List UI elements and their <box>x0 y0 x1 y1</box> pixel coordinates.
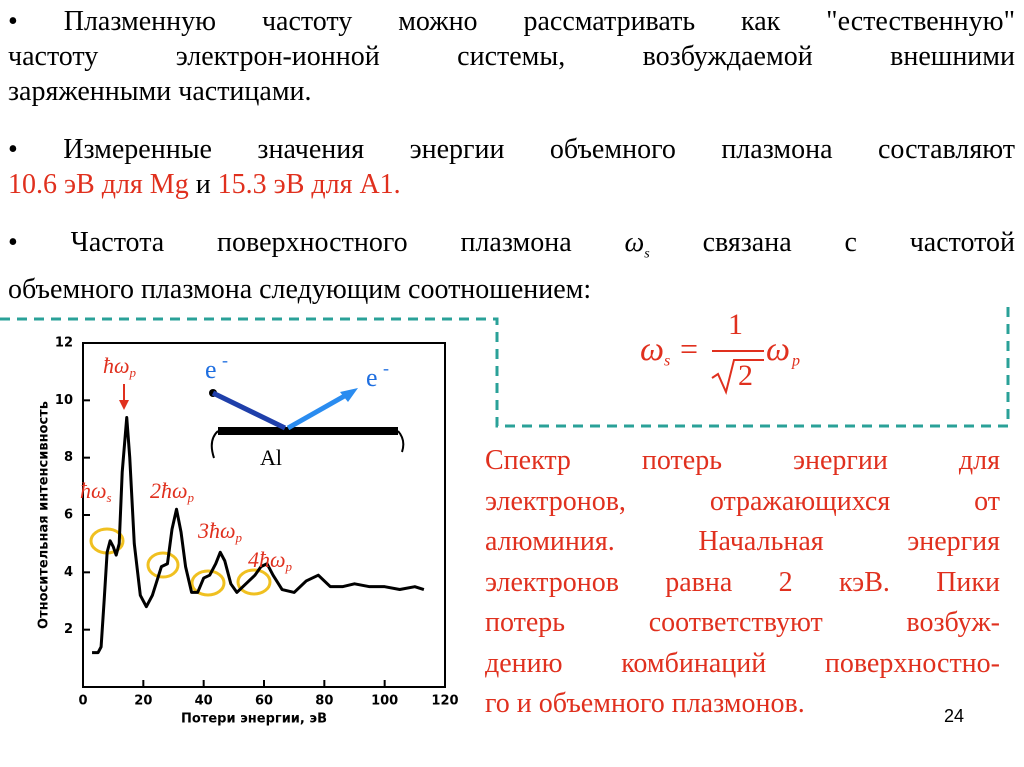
plot-frame <box>82 342 446 688</box>
sqrt-sign <box>711 359 764 396</box>
value-al: 15.3 эВ для A1. <box>217 169 401 200</box>
electron-label: e <box>366 363 378 392</box>
inset: e - e - Al <box>205 350 405 470</box>
bullet-3: • Частота поверхностного плазмона ωs свя… <box>8 225 1015 307</box>
y-tick-label: 8 <box>64 450 73 465</box>
peak-label-sub: p <box>129 365 137 380</box>
peak-label: ħωp <box>103 353 137 380</box>
symbol: ωs <box>624 227 649 262</box>
text: • Частота поверхностного плазмона <box>8 227 572 258</box>
formula-eq: = <box>680 330 698 366</box>
peak-arrow-head <box>119 400 129 410</box>
y-tick-label: 4 <box>64 565 73 580</box>
peak-label-sub: p <box>235 530 243 545</box>
peak-label-sub: p <box>187 490 195 505</box>
text: и <box>195 169 211 200</box>
peak-label: ħωs <box>80 478 112 505</box>
formula: ω s = 1 2 ω p <box>640 308 800 396</box>
formula-radicand: 2 <box>738 359 753 392</box>
x-tick-label: 20 <box>134 694 152 709</box>
text-line: потерь соответствуют возбуж- <box>485 607 1000 638</box>
peak-label-main: 3ħω <box>197 518 236 543</box>
peak-label-sub: s <box>107 490 112 505</box>
y-tick-label: 10 <box>55 393 73 408</box>
bullet-2: • Измеренные значения энергии объемного … <box>8 132 1015 202</box>
text-line: электронов равна 2 кэВ. Пики <box>485 566 1000 598</box>
incoming-beam <box>211 390 287 431</box>
text: связана с частотой <box>702 227 1016 258</box>
text-line: • Плазменную частоту можно рассматривать… <box>8 6 1015 37</box>
value-mg: 10.6 эВ для Mg <box>8 169 189 200</box>
plate <box>218 427 398 435</box>
formula-rhs: ω <box>766 331 790 368</box>
x-tick-label: 100 <box>371 694 398 709</box>
bullet-1: • Плазменную частоту можно рассматривать… <box>8 4 1015 109</box>
formula-numerator: 1 <box>728 308 743 341</box>
page-number: 24 <box>944 706 965 726</box>
formula-lhs: ω <box>640 331 664 368</box>
text-line: го и объемного плазмонов. <box>485 688 805 719</box>
y-axis-label: Относительная интенсивность <box>37 401 52 629</box>
text-line: алюминия. Начальная энергия <box>485 526 1000 557</box>
y-tick-label: 12 <box>55 336 73 351</box>
x-tick-label: 60 <box>255 694 273 709</box>
y-tick-label: 6 <box>64 508 73 523</box>
highlight <box>236 568 272 596</box>
x-axis-label: Потери энергии, эВ <box>181 712 327 727</box>
text-line: электронов, отражающихся от <box>485 485 1000 517</box>
text-line: 10.6 эВ для Mg и 15.3 эВ для A1. <box>8 167 1015 202</box>
formula-sub: s <box>664 353 670 370</box>
text-line: частоту электрон-ионной системы, возбужд… <box>8 41 1015 72</box>
charge-label: - <box>222 350 228 370</box>
symbol-sub: s <box>644 246 650 262</box>
spectrum-line <box>92 416 425 655</box>
y-tick-label: 2 <box>64 622 73 637</box>
plate-edge <box>210 430 405 459</box>
outgoing-beam <box>286 391 350 431</box>
peak-label-sub: p <box>285 559 293 574</box>
x-tick-label: 0 <box>78 694 87 709</box>
highlight <box>190 569 226 597</box>
peak-label: 3ħωp <box>197 518 243 545</box>
highlight <box>146 551 180 579</box>
peak-label-main: ħω <box>103 353 130 378</box>
peak-label-main: 4ħω <box>248 547 286 572</box>
x-tick-label: 80 <box>315 694 333 709</box>
dashed-frame <box>0 300 1010 428</box>
text-line: • Измеренные значения энергии объемного … <box>8 134 1015 165</box>
electron-label: e <box>205 355 217 384</box>
formula-sub: p <box>791 353 800 370</box>
caption: Спектр потерь энергии для электронов, от… <box>485 441 1000 725</box>
material-label: Al <box>260 445 282 470</box>
text-line: объемного плазмона следующим соотношение… <box>8 273 592 305</box>
peak-label: 4ħωp <box>248 547 293 574</box>
arrow-head <box>340 388 358 402</box>
text-line: дению комбинаций поверхностно- <box>485 647 1000 679</box>
symbol-main: ω <box>624 227 645 258</box>
peak-label-main: ħω <box>80 478 107 503</box>
peak-label: 2ħωp <box>150 478 195 505</box>
text-line: • Частота поверхностного плазмона ωs свя… <box>8 225 1015 272</box>
x-tick-label: 120 <box>431 694 458 709</box>
x-tick-label: 40 <box>195 694 213 709</box>
charge-label: - <box>383 358 389 378</box>
peak-label-main: 2ħω <box>150 478 188 503</box>
text-line: Спектр потерь энергии для <box>485 445 1000 476</box>
text-line: заряженными частицами. <box>8 76 312 107</box>
